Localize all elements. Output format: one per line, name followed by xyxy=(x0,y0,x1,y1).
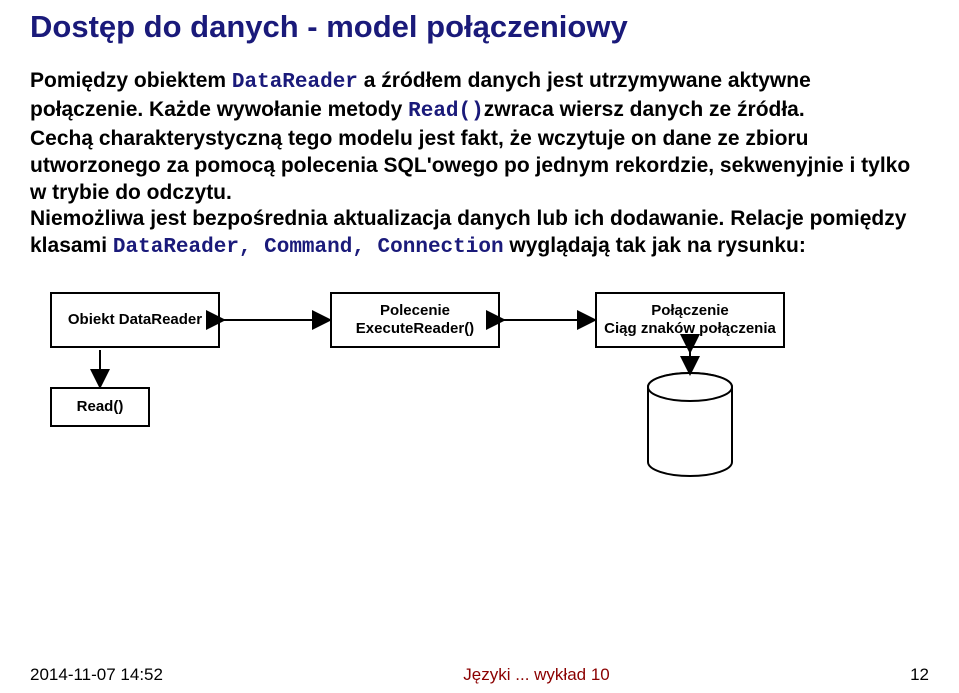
diagram-container: Obiekt DataReader Polecenie ExecuteReade… xyxy=(50,292,870,502)
p3-b: wyglądają tak jak na rysunku: xyxy=(504,234,806,257)
paragraph-2: Cechą charakterystyczną tego modelu jest… xyxy=(30,126,929,207)
p1-a: Pomiędzy obiektem xyxy=(30,69,232,92)
footer-pagenum: 12 xyxy=(910,665,929,685)
diagram-arrows xyxy=(50,292,870,502)
p3-mono: DataReader, Command, Connection xyxy=(113,236,504,259)
p1-mono2: Read() xyxy=(408,100,484,123)
paragraph-3: Niemożliwa jest bezpośrednia aktualizacj… xyxy=(30,206,929,262)
page-title: Dostęp do danych - model połączeniowy xyxy=(30,10,929,44)
footer-date: 2014-11-07 14:52 xyxy=(30,665,163,685)
p1-mono1: DataReader xyxy=(232,71,358,94)
paragraph-1: Pomiędzy obiektem DataReader a źródłem d… xyxy=(30,68,929,126)
p1-c: zwraca wiersz danych ze źródła. xyxy=(484,98,805,121)
page-footer: 2014-11-07 14:52 Języki ... wykład 10 12 xyxy=(30,665,929,685)
footer-title: Języki ... wykład 10 xyxy=(463,665,609,685)
